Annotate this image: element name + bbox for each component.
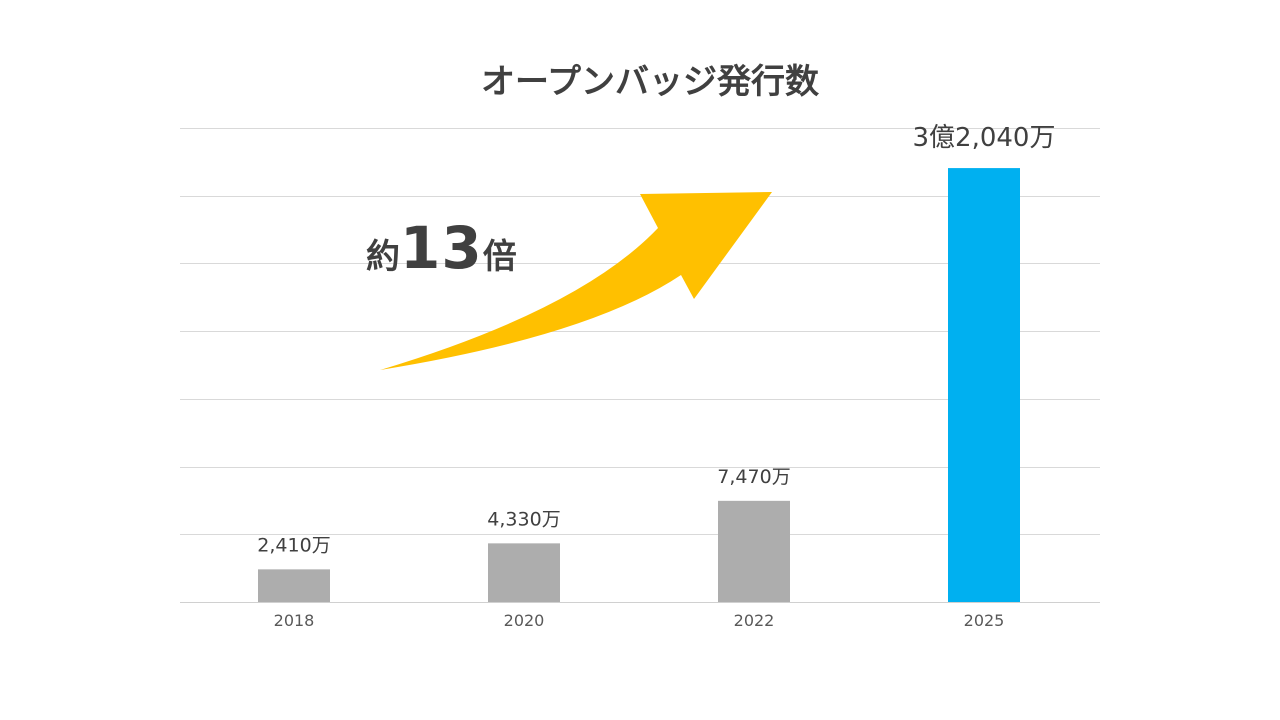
growth-arrow-icon: [380, 192, 772, 370]
value-label-2025: 3億2,040万: [913, 123, 1056, 153]
x-tick-label-2022: 2022: [734, 611, 775, 630]
x-tick-label-2025: 2025: [964, 611, 1005, 630]
growth-multiplier: 13: [400, 214, 483, 282]
value-label-2022: 7,470万: [717, 466, 790, 488]
bar-2018: [258, 569, 330, 602]
x-tick-label-2018: 2018: [274, 611, 315, 630]
bar-2022: [718, 500, 790, 602]
bar-2025: [948, 168, 1020, 602]
growth-suffix: 倍: [482, 237, 517, 277]
value-label-2020: 4,330万: [487, 508, 560, 530]
x-tick-label-2020: 2020: [504, 611, 545, 630]
x-axis-tick-labels: 2018 2020 2022 2025: [274, 611, 1005, 630]
growth-callout: 約13倍: [366, 214, 517, 282]
chart-title: オープンバッジ発行数: [481, 62, 819, 102]
value-labels: 2,410万 4,330万 7,470万 3億2,040万: [257, 123, 1055, 556]
growth-prefix: 約: [366, 237, 400, 277]
bars: [258, 168, 1020, 602]
value-label-2018: 2,410万: [257, 534, 330, 556]
bar-2020: [488, 543, 560, 602]
